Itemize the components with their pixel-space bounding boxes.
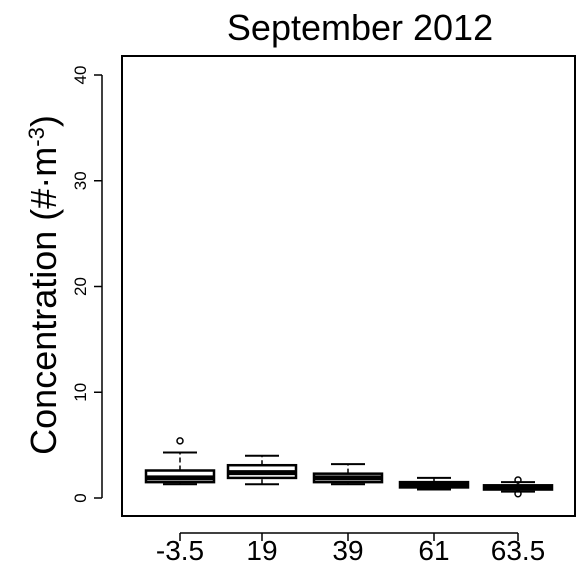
x-tick-label: 61 [418, 535, 449, 566]
y-tick-label: 30 [71, 171, 90, 190]
outlier-point [176, 437, 184, 445]
y-tick-label: 20 [71, 277, 90, 296]
y-axis-label-main: Concentration (#·m [23, 147, 64, 455]
y-tick-label: 10 [71, 383, 90, 402]
x-tick-label: 19 [246, 535, 277, 566]
y-axis-label-close: ) [23, 115, 64, 127]
y-axis: 0 10 20 30 40 [71, 66, 103, 503]
box-19 [226, 454, 298, 486]
y-tick-label: 40 [71, 66, 90, 85]
box-61 [398, 476, 470, 491]
chart-title: September 2012 [227, 7, 493, 48]
outlier-point [514, 490, 522, 498]
outlier-point [514, 476, 522, 484]
y-tick-label: 0 [71, 493, 90, 502]
boxes-group [144, 437, 554, 498]
box-63.5 [482, 476, 554, 498]
x-tick-label: 63.5 [491, 535, 546, 566]
box-39 [312, 463, 384, 486]
plot-frame [121, 55, 576, 517]
y-axis-label-superscript: -3 [24, 127, 49, 147]
x-tick-label: -3.5 [156, 535, 204, 566]
box--3.5 [144, 437, 216, 486]
x-axis: -3.5 19 39 61 63.5 [156, 532, 546, 566]
y-axis-label: Concentration (#·m-3) [23, 115, 64, 455]
x-tick-label: 39 [332, 535, 363, 566]
